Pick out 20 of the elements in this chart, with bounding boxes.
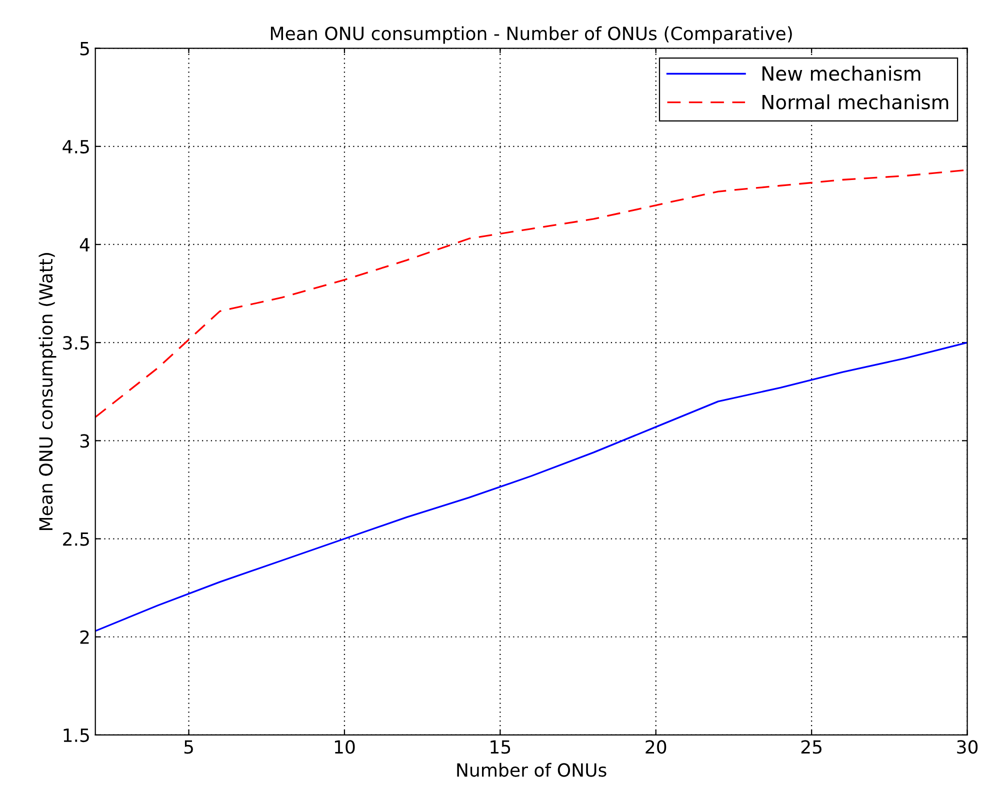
y-tick-label: 4 — [80, 238, 90, 252]
x-tick-label: 25 — [801, 740, 822, 754]
y-axis-title: Mean ONU consumption (Watt) — [38, 253, 56, 530]
x-tick-label: 20 — [646, 740, 666, 754]
y-tick-label: 1.5 — [64, 728, 89, 742]
y-tick-label: 3.5 — [63, 336, 89, 350]
x-tick-label: 30 — [957, 740, 978, 754]
x-axis-title: Number of ONUs — [457, 762, 606, 777]
legend-label: New mechanism — [762, 66, 920, 81]
y-tick-label: 4.5 — [62, 140, 89, 154]
x-tick-label: 5 — [184, 740, 193, 754]
legend-label: Normal mechanism — [762, 94, 948, 110]
line-series — [95, 342, 968, 632]
chart-title: Mean ONU consumption - Number of ONUs (Comparative) — [270, 26, 792, 44]
y-tick-label: 5 — [80, 42, 89, 56]
x-tick-label: 10 — [334, 740, 355, 754]
x-tick-label: 15 — [490, 740, 510, 754]
y-tick-label: 2.5 — [63, 532, 89, 546]
y-tick-label: 2 — [80, 630, 89, 644]
y-tick-label: 3 — [80, 434, 90, 448]
